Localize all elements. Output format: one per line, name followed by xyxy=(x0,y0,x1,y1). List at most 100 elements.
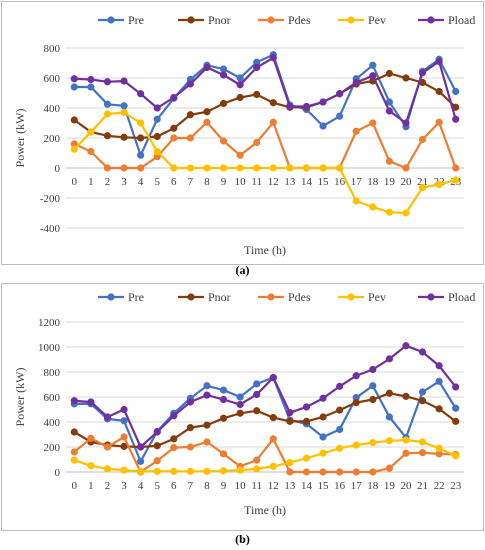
x-tick-label: 12 xyxy=(268,176,279,188)
data-point-pload xyxy=(385,355,393,363)
data-point-pev xyxy=(186,164,194,172)
data-point-pdes xyxy=(70,448,78,456)
legend-label-pev: Pev xyxy=(368,13,386,27)
data-point-pload xyxy=(137,90,145,98)
data-point-pload xyxy=(87,398,95,406)
data-point-pload xyxy=(70,397,78,405)
data-point-pnor xyxy=(186,111,194,119)
data-point-pre xyxy=(319,122,327,130)
data-point-pre xyxy=(369,382,377,390)
data-point-pdes xyxy=(120,433,128,441)
y-tick-label: 0 xyxy=(55,163,61,175)
data-point-pre xyxy=(352,394,360,402)
data-point-pev xyxy=(236,164,244,172)
data-point-pdes xyxy=(170,444,178,452)
data-point-pnor xyxy=(286,417,294,425)
data-point-pdes xyxy=(70,140,78,148)
x-tick-label: 8 xyxy=(204,176,210,188)
data-point-pload xyxy=(153,104,161,112)
data-point-pnor xyxy=(452,103,460,111)
data-point-pdes xyxy=(120,164,128,172)
y-tick-label: 800 xyxy=(44,43,61,55)
data-point-pnor xyxy=(186,424,194,432)
data-point-pload xyxy=(103,78,112,86)
y-axis-title: Power (kW) xyxy=(13,368,27,427)
x-tick-label: 20 xyxy=(400,176,412,188)
data-point-pev xyxy=(319,164,327,172)
legend-marker-pev xyxy=(347,293,355,301)
data-point-pev xyxy=(170,467,178,475)
data-point-pev xyxy=(153,467,161,475)
legend-marker-pdes xyxy=(267,293,275,301)
x-tick-label: 9 xyxy=(221,480,227,492)
data-point-pre xyxy=(253,58,261,66)
data-point-pre xyxy=(219,65,228,73)
data-point-pload xyxy=(402,119,410,127)
legend-label-pnor: Pnor xyxy=(208,13,231,27)
y-tick-label: 1200 xyxy=(38,317,61,329)
data-point-pdes xyxy=(253,456,261,464)
legend-marker-pnor xyxy=(187,16,195,24)
x-tick-label: 8 xyxy=(204,480,210,492)
series-line-pre xyxy=(74,376,457,464)
x-tick-label: 20 xyxy=(400,480,412,492)
legend-label-pev: Pev xyxy=(368,290,386,304)
data-point-pre xyxy=(236,393,244,401)
data-point-pdes xyxy=(153,153,161,161)
x-tick-label: 0 xyxy=(72,480,78,492)
data-point-pre xyxy=(336,112,344,120)
y-tick-label: -200 xyxy=(40,193,61,205)
data-point-pnor xyxy=(352,399,360,407)
data-point-pdes xyxy=(269,435,277,443)
x-tick-label: 5 xyxy=(154,176,160,188)
data-point-pload xyxy=(302,102,311,111)
x-tick-label: 6 xyxy=(171,176,177,188)
x-tick-label: 21 xyxy=(417,176,428,188)
x-tick-label: 1 xyxy=(88,176,94,188)
data-point-pnor xyxy=(435,405,443,413)
data-point-pdes xyxy=(269,118,277,126)
data-point-pnor xyxy=(269,414,277,422)
data-point-pre xyxy=(153,115,161,123)
data-point-pev xyxy=(418,183,427,192)
data-point-pnor xyxy=(302,417,311,425)
data-point-pdes xyxy=(87,147,95,156)
data-point-pnor xyxy=(103,132,112,140)
data-point-pdes xyxy=(236,151,244,159)
data-point-pev xyxy=(253,164,261,172)
series-line-pload xyxy=(74,56,457,125)
data-point-pdes xyxy=(435,450,443,458)
data-point-pev xyxy=(219,467,228,475)
data-point-pload xyxy=(236,81,244,89)
legend-marker-pdes xyxy=(267,16,275,24)
data-point-pdes xyxy=(153,457,161,465)
x-tick-label: 11 xyxy=(251,176,262,188)
data-point-pload xyxy=(302,403,311,411)
data-point-pload xyxy=(269,374,277,382)
data-point-pload xyxy=(87,75,95,84)
legend-marker-pre xyxy=(107,16,115,24)
series-line-pload xyxy=(74,344,457,449)
data-point-pnor xyxy=(402,74,410,82)
data-point-pev xyxy=(87,462,95,470)
x-tick-label: 6 xyxy=(171,480,177,492)
data-point-pev xyxy=(219,164,228,172)
legend-marker-pload xyxy=(427,293,435,301)
data-point-pdes xyxy=(286,468,294,476)
data-point-pnor xyxy=(219,99,228,108)
x-tick-label: 15 xyxy=(318,480,330,492)
legend-label-pload: Pload xyxy=(448,290,475,304)
x-tick-label: 22 xyxy=(434,480,445,492)
data-point-pload xyxy=(418,69,427,77)
data-point-pdes xyxy=(302,468,311,476)
data-point-pload xyxy=(203,391,211,399)
data-point-pev xyxy=(286,164,294,172)
data-point-pdes xyxy=(103,443,112,451)
data-point-pev xyxy=(286,459,294,467)
data-point-pload xyxy=(269,54,277,62)
data-point-pev xyxy=(435,180,443,189)
data-point-pload xyxy=(203,63,211,72)
x-tick-label: 9 xyxy=(221,176,227,188)
